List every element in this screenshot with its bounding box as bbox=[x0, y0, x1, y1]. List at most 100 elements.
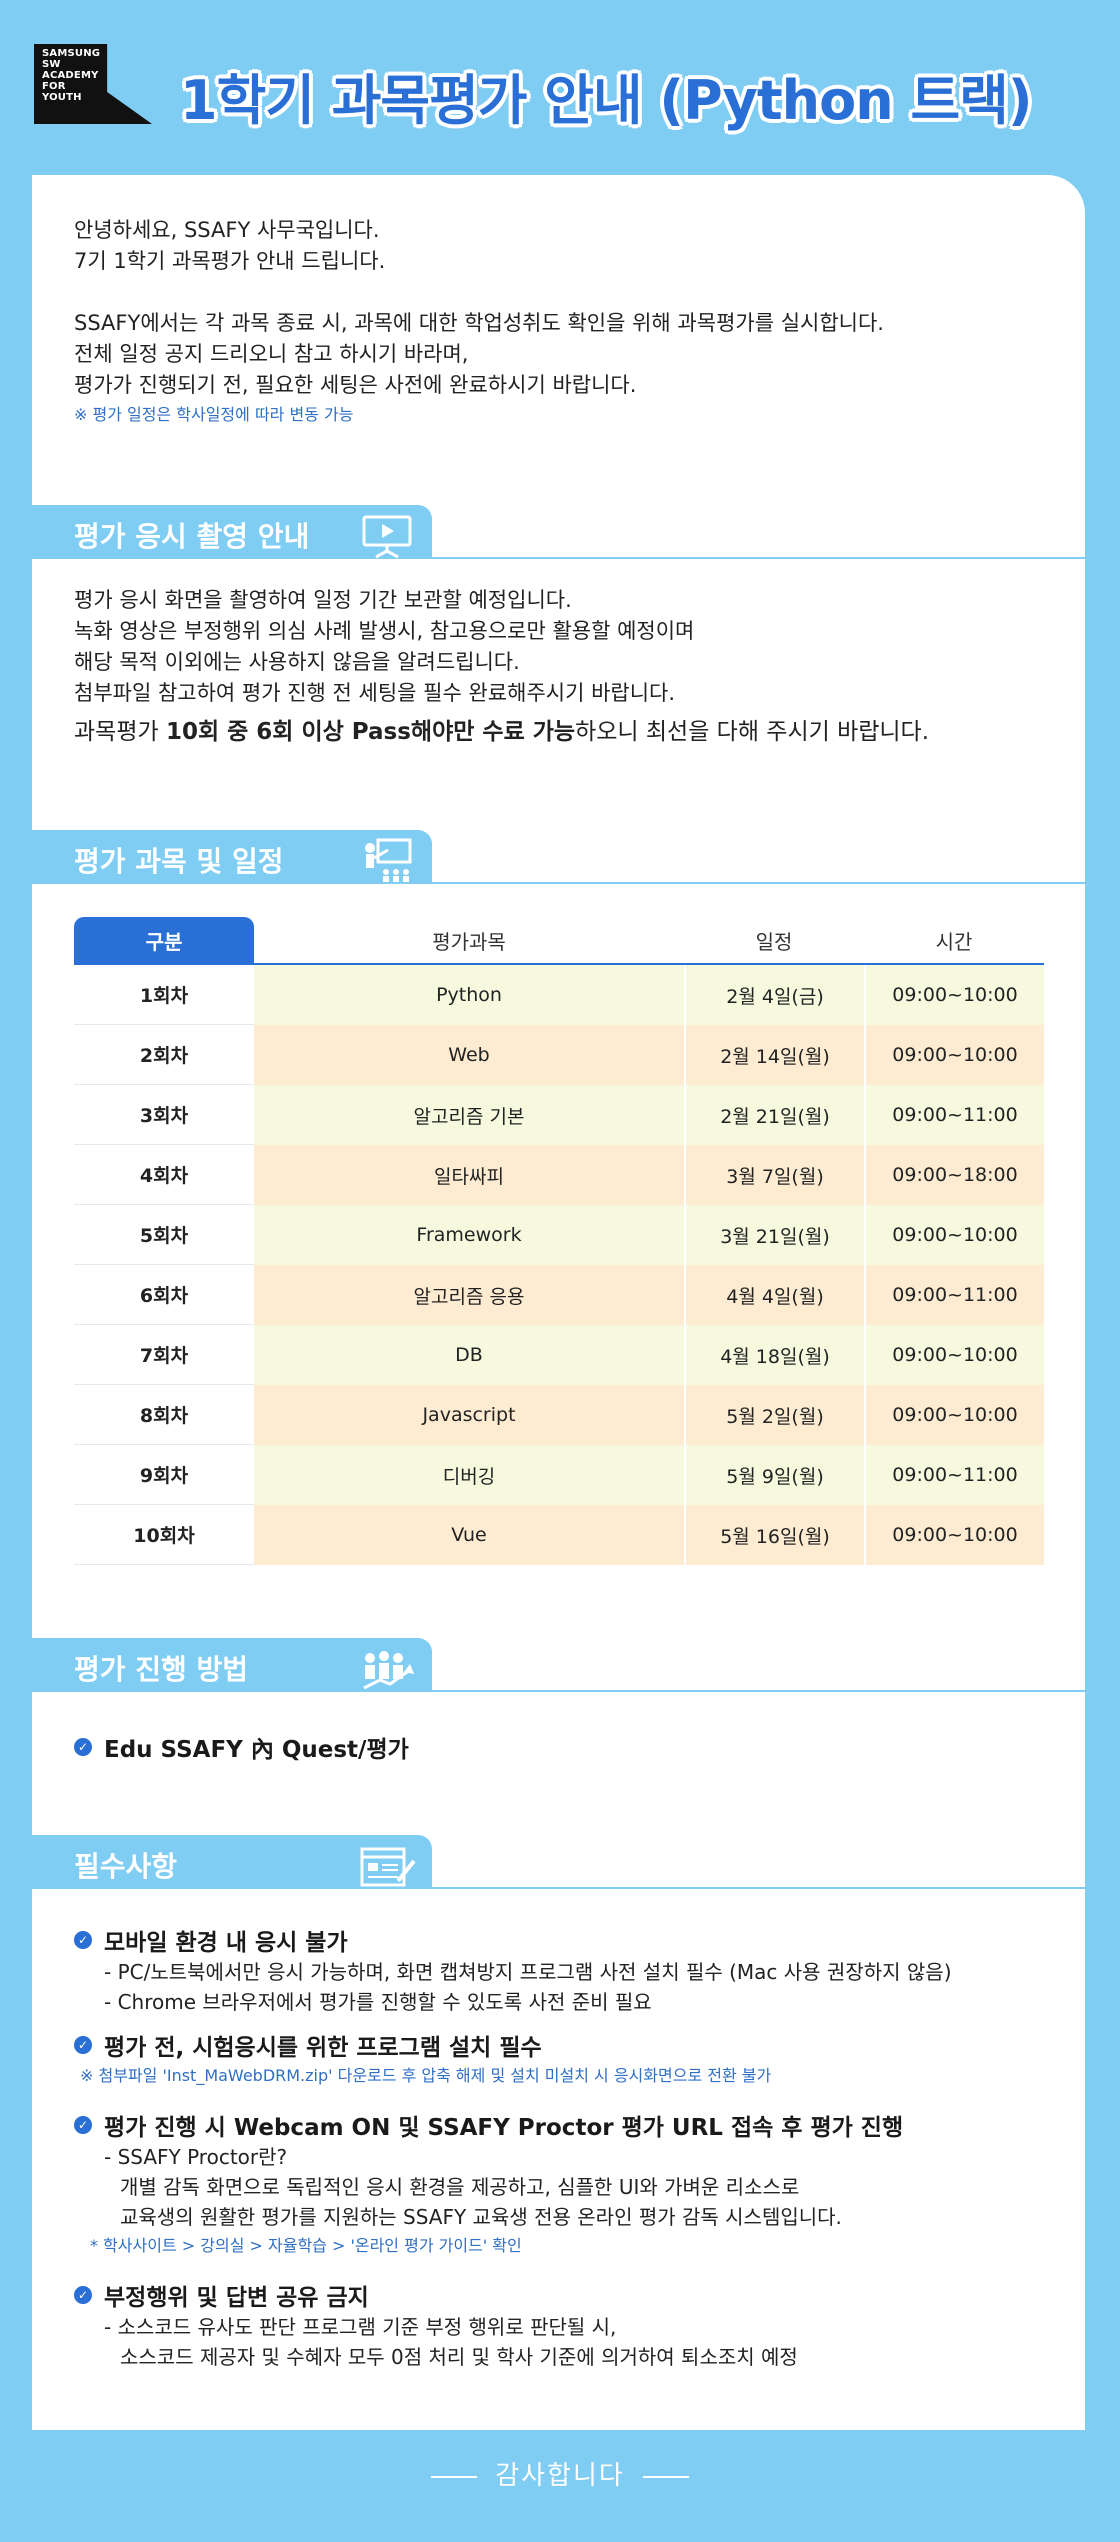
section-method: 평가 진행 방법 bbox=[32, 1638, 1120, 1692]
cell-round: 8회차 bbox=[74, 1385, 254, 1445]
intro-text: 평가가 진행되기 전, 필요한 세팅은 사전에 완료하시기 바랍니다. bbox=[74, 373, 637, 397]
team-growth-icon bbox=[363, 1651, 414, 1690]
cell-subject: Vue bbox=[254, 1505, 684, 1565]
section-title: 평가 응시 촬영 안내 bbox=[74, 520, 310, 553]
page-header: SAMSUNG SW ACADEMY FOR YOUTH 1학기 과목평가 안내… bbox=[0, 0, 1120, 175]
required-item-text: 교육생의 원활한 평가를 지원하는 SSAFY 교육생 전용 온라인 평가 감독… bbox=[120, 2205, 842, 2229]
cell-round: 4회차 bbox=[74, 1145, 254, 1205]
required-item-note: * 학사사이트 > 강의실 > 자율학습 > '온라인 평가 가이드' 확인 bbox=[90, 2236, 522, 2255]
cell-time: 09:00~11:00 bbox=[864, 1085, 1044, 1145]
logo-line: SW bbox=[42, 59, 61, 70]
header-time: 시간 bbox=[935, 929, 973, 954]
intro-greeting: 안녕하세요, SSAFY 사무국입니다. bbox=[74, 218, 380, 242]
logo-line: ACADEMY bbox=[42, 70, 99, 81]
cell-date: 3월 21일(월) bbox=[684, 1205, 864, 1265]
check-circle-icon: ✓ bbox=[74, 2036, 92, 2054]
check-circle-icon: ✓ bbox=[74, 2116, 92, 2134]
required-item-text: - PC/노트북에서만 응시 가능하며, 화면 캡쳐방지 프로그램 사전 설치 … bbox=[104, 1960, 952, 1984]
cell-subject: Python bbox=[254, 965, 684, 1025]
table-row: 7회차 DB 4월 18일(월) 09:00~10:00 bbox=[74, 1325, 1044, 1385]
header-subject: 평가과목 bbox=[432, 929, 506, 954]
method-item: ✓ Edu SSAFY 內 Quest/평가 bbox=[74, 1730, 409, 1764]
cell-time: 09:00~10:00 bbox=[864, 1505, 1044, 1565]
table-row: 3회차 알고리즘 기본 2월 21일(월) 09:00~11:00 bbox=[74, 1085, 1044, 1145]
header-date: 일정 bbox=[755, 929, 793, 954]
intro-subtitle: 7기 1학기 과목평가 안내 드립니다. bbox=[74, 249, 386, 273]
table-row: 6회차 알고리즘 응용 4월 4일(월) 09:00~11:00 bbox=[74, 1265, 1044, 1325]
required-item-text: - 소스코드 유사도 판단 프로그램 기준 부정 행위로 판단될 시, bbox=[104, 2315, 617, 2339]
check-circle-icon: ✓ bbox=[74, 1931, 92, 1949]
required-item-text: 개별 감독 화면으로 독립적인 응시 환경을 제공하고, 심플한 UI와 가벼운… bbox=[120, 2175, 800, 2199]
video-presentation-icon bbox=[362, 515, 412, 559]
cell-subject: Framework bbox=[254, 1205, 684, 1265]
required-item-title: 평가 진행 시 Webcam ON 및 SSAFY Proctor 평가 URL… bbox=[104, 2115, 904, 2141]
recording-text: 평가 응시 화면을 촬영하여 일정 기간 보관할 예정입니다. bbox=[74, 588, 572, 612]
cell-date: 3월 7일(월) bbox=[684, 1145, 864, 1205]
cell-date: 2월 21일(월) bbox=[684, 1085, 864, 1145]
ssafy-logo: SAMSUNG SW ACADEMY FOR YOUTH bbox=[34, 44, 152, 124]
required-item-text: - Chrome 브라우저에서 평가를 진행할 수 있도록 사전 준비 필요 bbox=[104, 1990, 652, 2014]
required-item-title: 평가 전, 시험응시를 위한 프로그램 설치 필수 bbox=[104, 2035, 542, 2061]
required-item-title: 부정행위 및 답변 공유 금지 bbox=[104, 2285, 369, 2311]
cell-round: 3회차 bbox=[74, 1085, 254, 1145]
section-title: 평가 진행 방법 bbox=[74, 1653, 249, 1686]
page-title: 1학기 과목평가 안내 (Python 트랙) bbox=[180, 69, 1033, 132]
required-item-webcam: ✓ 평가 진행 시 Webcam ON 및 SSAFY Proctor 평가 UR… bbox=[74, 2108, 903, 2260]
logo-line: YOUTH bbox=[42, 92, 82, 103]
required-item-mobile: ✓ 모바일 환경 내 응시 불가 - PC/노트북에서만 응시 가능하며, 화면 … bbox=[74, 1923, 952, 2017]
section-required: 필수사항 bbox=[32, 1835, 1120, 1889]
required-item-text: - SSAFY Proctor란? bbox=[104, 2145, 288, 2169]
table-header: 구분 평가과목 일정 시간 bbox=[74, 917, 1044, 965]
method-text: Edu SSAFY 內 Quest/평가 bbox=[104, 1737, 409, 1763]
cell-date: 5월 16일(월) bbox=[684, 1505, 864, 1565]
required-item-title: 모바일 환경 내 응시 불가 bbox=[104, 1930, 348, 1956]
cell-date: 4월 4일(월) bbox=[684, 1265, 864, 1325]
required-item-cheating: ✓ 부정행위 및 답변 공유 금지 - 소스코드 유사도 판단 프로그램 기준 부… bbox=[74, 2278, 798, 2372]
cell-round: 5회차 bbox=[74, 1205, 254, 1265]
cell-time: 09:00~10:00 bbox=[864, 1325, 1044, 1385]
cell-date: 2월 4일(금) bbox=[684, 965, 864, 1025]
cell-subject: Javascript bbox=[254, 1385, 684, 1445]
cell-time: 09:00~11:00 bbox=[864, 1445, 1044, 1505]
cell-subject: Web bbox=[254, 1025, 684, 1085]
cell-time: 09:00~11:00 bbox=[864, 1265, 1044, 1325]
cell-subject: 알고리즘 응용 bbox=[254, 1265, 684, 1325]
table-row: 2회차 Web 2월 14일(월) 09:00~10:00 bbox=[74, 1025, 1044, 1085]
section-title: 필수사항 bbox=[74, 1850, 178, 1883]
schedule-change-note: ※ 평가 일정은 학사일정에 따라 변동 가능 bbox=[74, 405, 354, 424]
cell-round: 2회차 bbox=[74, 1025, 254, 1085]
required-item-program: ✓ 평가 전, 시험응시를 위한 프로그램 설치 필수 ※ 첨부파일 'Inst_… bbox=[74, 2028, 771, 2090]
intro-text: 전체 일정 공지 드리오니 참고 하시기 바라며, bbox=[74, 342, 469, 366]
checklist-document-icon bbox=[360, 1847, 416, 1887]
intro-block: 안녕하세요, SSAFY 사무국입니다. 7기 1학기 과목평가 안내 드립니다… bbox=[74, 215, 884, 429]
content-card: 안녕하세요, SSAFY 사무국입니다. 7기 1학기 과목평가 안내 드립니다… bbox=[32, 175, 1120, 2430]
lecture-icon bbox=[365, 838, 412, 882]
cell-date: 2월 14일(월) bbox=[684, 1025, 864, 1085]
section-schedule: 평가 과목 및 일정 bbox=[32, 830, 1120, 884]
recording-block: 평가 응시 화면을 촬영하여 일정 기간 보관할 예정입니다. 녹화 영상은 부… bbox=[74, 585, 929, 748]
cell-round: 6회차 bbox=[74, 1265, 254, 1325]
section-recording: 평가 응시 촬영 안내 bbox=[32, 505, 1120, 559]
table-row: 10회차 Vue 5월 16일(월) 09:00~10:00 bbox=[74, 1505, 1044, 1565]
cell-round: 7회차 bbox=[74, 1325, 254, 1385]
cell-time: 09:00~10:00 bbox=[864, 1385, 1044, 1445]
table-body: 1회차 Python 2월 4일(금) 09:00~10:00 2회차 Web 2월 14일… bbox=[74, 965, 1044, 1565]
table-row: 1회차 Python 2월 4일(금) 09:00~10:00 bbox=[74, 965, 1044, 1025]
check-circle-icon: ✓ bbox=[74, 1738, 92, 1756]
check-circle-icon: ✓ bbox=[74, 2286, 92, 2304]
cell-date: 5월 2일(월) bbox=[684, 1385, 864, 1445]
recording-text: 녹화 영상은 부정행위 의심 사례 발생시, 참고용으로만 활용할 예정이며 bbox=[74, 619, 695, 643]
cell-time: 09:00~18:00 bbox=[864, 1145, 1044, 1205]
cell-time: 09:00~10:00 bbox=[864, 1205, 1044, 1265]
table-row: 4회차 일타싸피 3월 7일(월) 09:00~18:00 bbox=[74, 1145, 1044, 1205]
cell-round: 10회차 bbox=[74, 1505, 254, 1565]
recording-text: 첨부파일 참고하여 평가 진행 전 세팅을 필수 완료해주시기 바랍니다. bbox=[74, 681, 676, 705]
required-item-text: 소스코드 제공자 및 수혜자 모두 0점 처리 및 학사 기준에 의거하여 퇴소… bbox=[120, 2345, 798, 2369]
pass-requirement: 과목평가 10회 중 6회 이상 Pass해야만 수료 가능하오니 최선을 다해… bbox=[74, 719, 930, 745]
schedule-table: 구분 평가과목 일정 시간 1회차 Python 2월 4일(금) 09:00~10:… bbox=[74, 917, 1044, 1565]
cell-subject: 디버깅 bbox=[254, 1445, 684, 1505]
thanks-text: 감사합니다 bbox=[495, 2461, 625, 2491]
intro-text: SSAFY에서는 각 과목 종료 시, 과목에 대한 학업성취도 확인을 위해 … bbox=[74, 311, 884, 335]
footer: 감사합니다 bbox=[0, 2455, 1120, 2492]
header-round: 구분 bbox=[74, 917, 254, 963]
